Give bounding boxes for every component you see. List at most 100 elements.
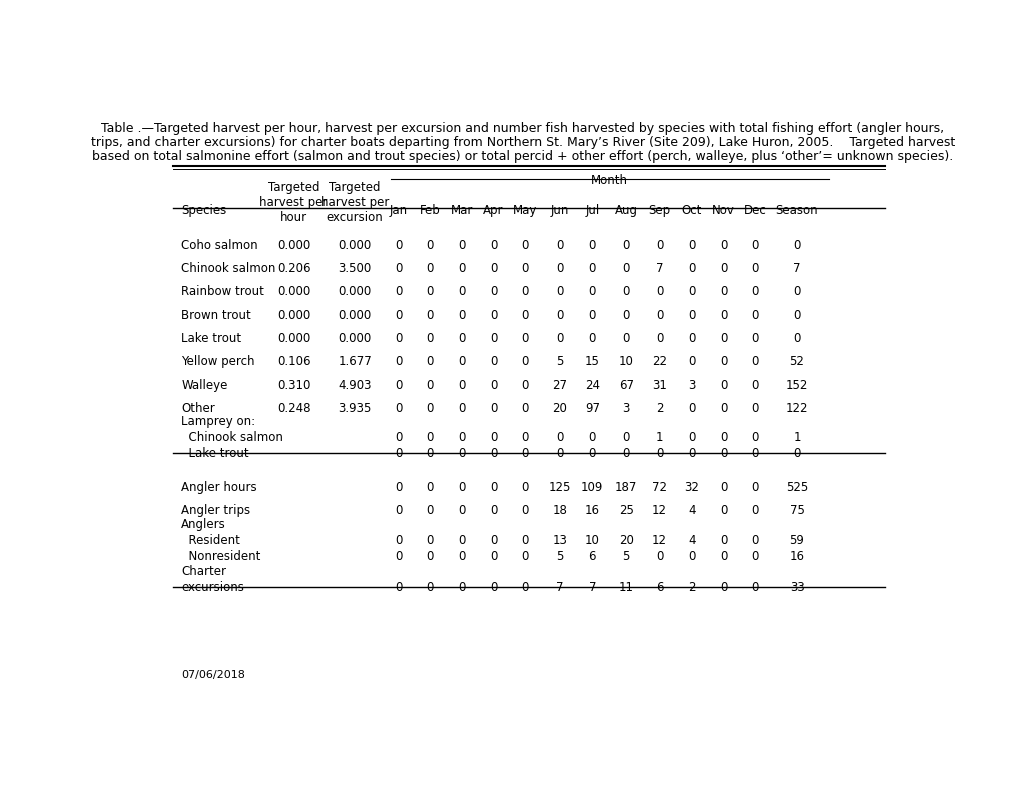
Text: 12: 12 (651, 504, 666, 517)
Text: Sep: Sep (648, 204, 669, 217)
Text: Jan: Jan (389, 204, 408, 217)
Text: Coho salmon: Coho salmon (181, 239, 258, 251)
Text: 0: 0 (751, 285, 758, 299)
Text: Apr: Apr (483, 204, 503, 217)
Text: 0: 0 (426, 285, 433, 299)
Text: 0: 0 (588, 262, 595, 275)
Text: 0: 0 (521, 431, 528, 444)
Text: 0: 0 (622, 239, 630, 251)
Text: 3.500: 3.500 (338, 262, 371, 275)
Text: 0: 0 (489, 285, 496, 299)
Text: 0: 0 (426, 550, 433, 563)
Text: 0: 0 (588, 309, 595, 322)
Text: 525: 525 (786, 481, 807, 494)
Text: 0.000: 0.000 (338, 285, 371, 299)
Text: Resident: Resident (181, 534, 239, 547)
Text: 0: 0 (521, 504, 528, 517)
Text: 0: 0 (588, 285, 595, 299)
Text: Rainbow trout: Rainbow trout (181, 285, 264, 299)
Text: 3.935: 3.935 (338, 402, 372, 415)
Text: 0: 0 (458, 262, 465, 275)
Text: 10: 10 (584, 534, 599, 547)
Text: 0: 0 (751, 534, 758, 547)
Text: 0: 0 (394, 550, 401, 563)
Text: Angler trips: Angler trips (181, 504, 250, 517)
Text: 0: 0 (426, 402, 433, 415)
Text: 0: 0 (588, 332, 595, 345)
Text: 0: 0 (521, 285, 528, 299)
Text: 0: 0 (751, 309, 758, 322)
Text: 0: 0 (426, 332, 433, 345)
Text: 0: 0 (719, 285, 727, 299)
Text: Walleye: Walleye (181, 379, 227, 392)
Text: 0: 0 (793, 447, 800, 459)
Text: 20: 20 (552, 402, 567, 415)
Text: 2: 2 (655, 402, 662, 415)
Text: 1: 1 (793, 431, 800, 444)
Text: 0: 0 (489, 481, 496, 494)
Text: Month: Month (591, 174, 628, 187)
Text: 0: 0 (751, 504, 758, 517)
Text: 0: 0 (622, 332, 630, 345)
Text: 0: 0 (688, 332, 695, 345)
Text: 0: 0 (793, 285, 800, 299)
Text: 0.000: 0.000 (338, 309, 371, 322)
Text: 18: 18 (552, 504, 567, 517)
Text: 6: 6 (588, 550, 595, 563)
Text: 20: 20 (619, 534, 633, 547)
Text: 0: 0 (489, 379, 496, 392)
Text: 0: 0 (793, 309, 800, 322)
Text: 0: 0 (751, 402, 758, 415)
Text: 0: 0 (521, 332, 528, 345)
Text: Species: Species (181, 204, 226, 217)
Text: 0: 0 (521, 309, 528, 322)
Text: 52: 52 (789, 355, 804, 369)
Text: 0: 0 (489, 332, 496, 345)
Text: 3: 3 (688, 379, 695, 392)
Text: 0: 0 (622, 285, 630, 299)
Text: 0: 0 (751, 332, 758, 345)
Text: 0: 0 (688, 262, 695, 275)
Text: 0: 0 (688, 285, 695, 299)
Text: 0: 0 (555, 332, 564, 345)
Text: 0: 0 (489, 355, 496, 369)
Text: 0: 0 (426, 481, 433, 494)
Text: 0.000: 0.000 (276, 309, 310, 322)
Text: 0: 0 (394, 285, 401, 299)
Text: 0: 0 (426, 581, 433, 593)
Text: 4: 4 (688, 534, 695, 547)
Text: 0: 0 (426, 355, 433, 369)
Text: 0: 0 (719, 504, 727, 517)
Text: Other: Other (181, 402, 215, 415)
Text: 0: 0 (719, 550, 727, 563)
Text: Targeted
harvest per
excursion: Targeted harvest per excursion (321, 181, 389, 225)
Text: Jun: Jun (550, 204, 569, 217)
Text: 0: 0 (588, 447, 595, 459)
Text: 0: 0 (489, 262, 496, 275)
Text: Brown trout: Brown trout (181, 309, 251, 322)
Text: 0: 0 (688, 355, 695, 369)
Text: Jul: Jul (585, 204, 599, 217)
Text: 0: 0 (394, 262, 401, 275)
Text: 0: 0 (751, 447, 758, 459)
Text: 13: 13 (552, 534, 567, 547)
Text: Aug: Aug (614, 204, 637, 217)
Text: 33: 33 (789, 581, 804, 593)
Text: 5: 5 (555, 550, 564, 563)
Text: 0: 0 (521, 355, 528, 369)
Text: 0: 0 (719, 481, 727, 494)
Text: 0: 0 (688, 431, 695, 444)
Text: Lake trout: Lake trout (181, 332, 242, 345)
Text: 0: 0 (426, 534, 433, 547)
Text: 0: 0 (688, 402, 695, 415)
Text: 0: 0 (622, 431, 630, 444)
Text: 0: 0 (458, 239, 465, 251)
Text: 0: 0 (489, 431, 496, 444)
Text: 0: 0 (394, 481, 401, 494)
Text: 0: 0 (719, 262, 727, 275)
Text: 7: 7 (655, 262, 662, 275)
Text: Mar: Mar (450, 204, 473, 217)
Text: 0: 0 (489, 447, 496, 459)
Text: 0: 0 (521, 239, 528, 251)
Text: 0: 0 (719, 379, 727, 392)
